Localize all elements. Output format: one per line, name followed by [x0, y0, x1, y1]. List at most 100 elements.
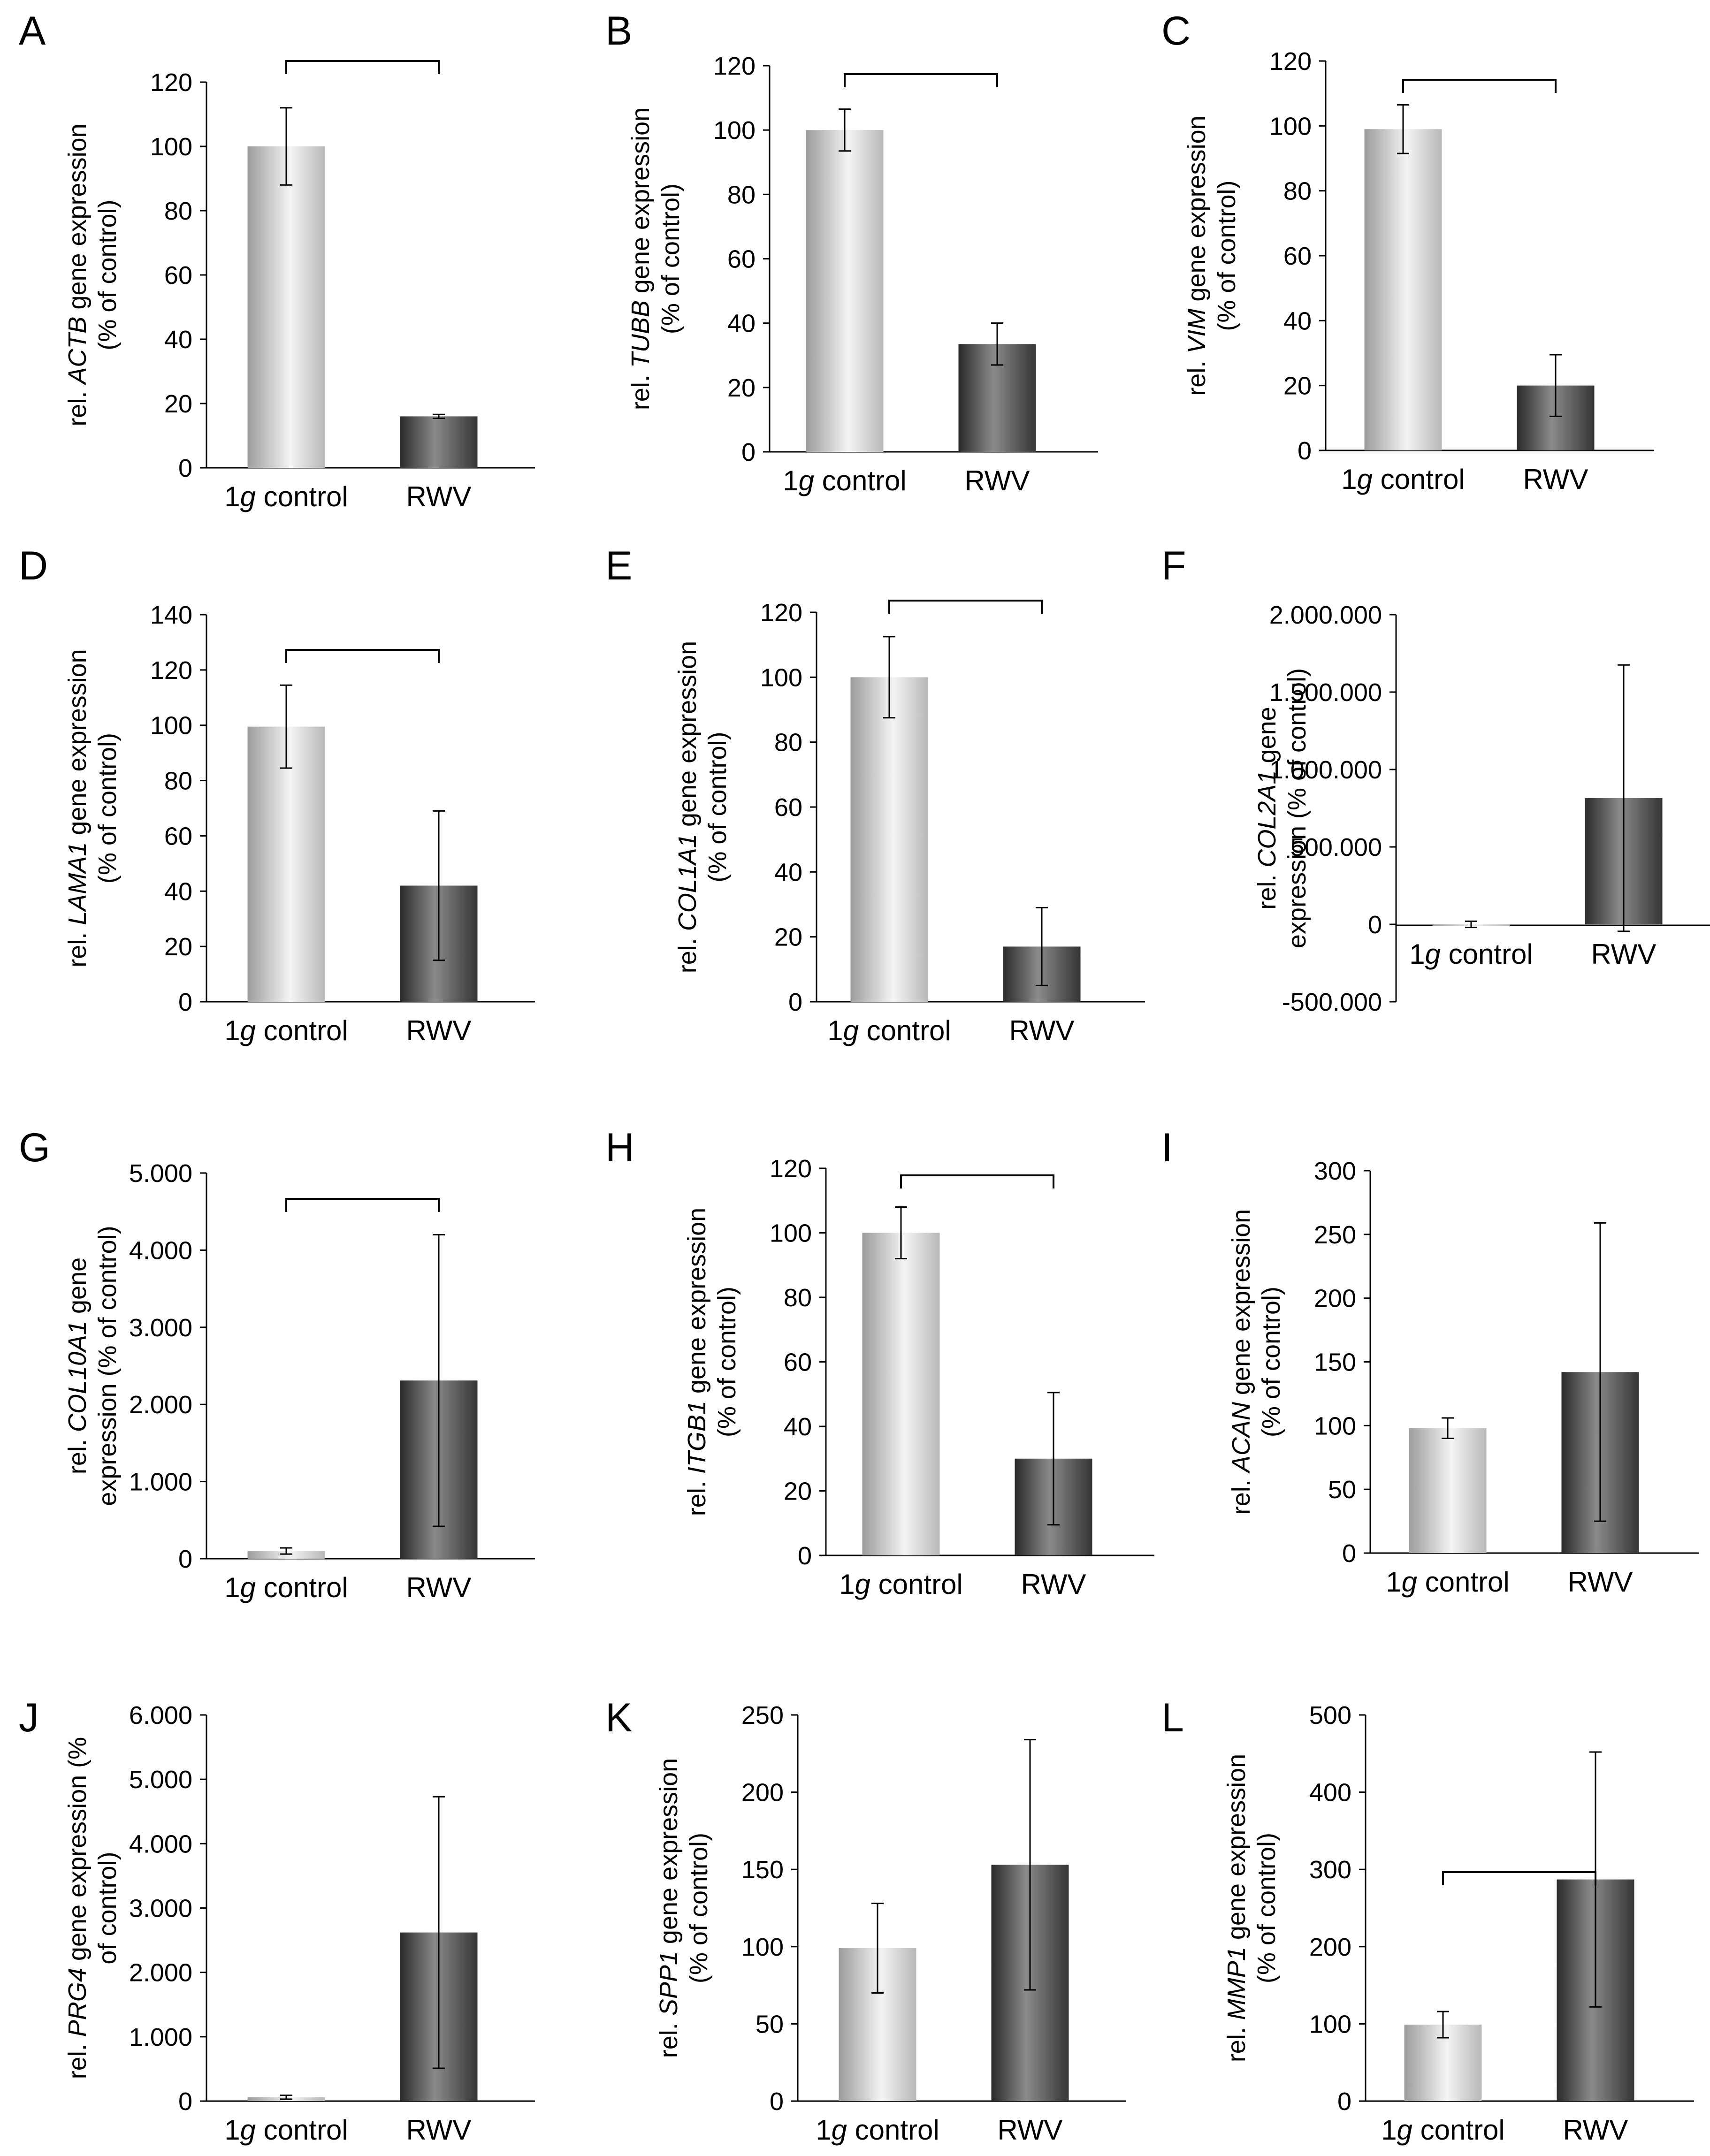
panel-letter: J	[19, 1695, 39, 1740]
bar-control	[806, 130, 884, 452]
y-tick-label: 60	[784, 1348, 812, 1377]
y-axis-title-line2: (% of control)	[93, 733, 122, 884]
y-tick-label: 500.000	[1290, 833, 1382, 861]
y-tick-label: 1.500.000	[1269, 678, 1382, 707]
y-tick-label: 20	[164, 933, 192, 961]
y-axis-title-line2: (% of control)	[703, 731, 732, 882]
y-tick-label: 0	[178, 2087, 192, 2116]
bar-rwv	[400, 416, 478, 468]
y-tick-label: 100	[1309, 2010, 1351, 2038]
x-category-label: RWV	[406, 1572, 472, 1603]
chart-panel-b: B 0 20 40 60 80 100 120 1g control RWV rel. TUBB g…	[605, 8, 1098, 496]
chart-panel-l: L 0 100 200 300 400 500 1g control RWV rel. MMP1 …	[1161, 1695, 1694, 2146]
y-tick-label: 0	[770, 2087, 784, 2116]
x-category-label: 1g control	[224, 1572, 348, 1603]
significance-bracket	[844, 73, 998, 87]
y-tick-label: 120	[713, 52, 756, 80]
y-tick-label: 100	[760, 663, 802, 692]
y-tick-label: 80	[727, 181, 756, 209]
y-tick-label: 120	[150, 69, 192, 97]
y-axis-title-line1: rel. VIM gene expression	[1183, 115, 1211, 396]
y-tick-label: 120	[1269, 47, 1312, 76]
y-tick-label: 0	[1368, 911, 1382, 939]
chart-panel-c: C 0 20 40 60 80 100 120 1g control RWV rel. VIM ge…	[1161, 8, 1654, 495]
y-tick-label: 140	[150, 601, 192, 629]
x-category-label: RWV	[1009, 1015, 1075, 1046]
y-tick-label: 60	[774, 793, 802, 822]
y-tick-label: 0	[178, 988, 192, 1016]
y-tick-label: 0	[1337, 2087, 1351, 2116]
bar-control	[247, 146, 325, 468]
y-tick-label: 0	[178, 454, 192, 482]
panel-letter: H	[605, 1125, 634, 1170]
y-tick-label: 60	[727, 245, 756, 274]
y-tick-label: 100	[150, 712, 192, 740]
significance-bracket	[1442, 1871, 1596, 1885]
panel-letter: B	[605, 8, 632, 53]
x-category-label: 1g control	[1409, 938, 1533, 970]
chart-panel-h: H 0 20 40 60 80 100 120 1g control RWV rel. ITGB1 …	[605, 1125, 1154, 1600]
y-axis-title-line2: (% of control)	[1252, 1833, 1281, 1983]
y-tick-label: 5.000	[129, 1159, 192, 1188]
y-axis-title-line1: rel. PRG4 gene expression (%	[63, 1737, 92, 2079]
y-tick-label: 20	[774, 923, 802, 952]
panel-letter: E	[605, 543, 632, 588]
y-tick-label: 3.000	[129, 1314, 192, 1342]
y-tick-label: 80	[784, 1284, 812, 1312]
y-axis-title-line2: (% of control)	[1213, 180, 1241, 331]
panel-letter: F	[1161, 543, 1186, 588]
bar-control	[247, 1551, 325, 1559]
panel-letter: G	[19, 1125, 50, 1170]
x-category-label: 1g control	[1341, 464, 1465, 495]
y-tick-label: 20	[1283, 372, 1312, 400]
y-tick-label: 80	[164, 197, 192, 225]
x-category-label: 1g control	[224, 2114, 348, 2146]
y-axis-title-line2: expression (% of control)	[93, 1226, 122, 1506]
x-category-label: RWV	[406, 1015, 472, 1046]
y-axis-title-line2: (% of control)	[93, 199, 122, 350]
panel-letter: I	[1161, 1125, 1173, 1170]
y-axis-title-line2: expression (% of control)	[1283, 668, 1311, 948]
y-axis-title-line1: rel. COL2A1 gene	[1253, 707, 1281, 909]
y-tick-label: 40	[727, 310, 756, 338]
y-tick-label: 20	[164, 390, 192, 418]
panel-letter: D	[19, 543, 48, 588]
y-tick-label: 120	[770, 1155, 812, 1183]
y-tick-label: 50	[1328, 1476, 1356, 1504]
y-tick-label: 60	[164, 822, 192, 850]
chart-panel-e: E 0 20 40 60 80 100 120 1g control RWV rel. COL1A1…	[605, 543, 1145, 1046]
y-axis-title-line1: rel. COL1A1 gene expression	[673, 641, 702, 973]
y-tick-label: 100	[713, 116, 756, 145]
y-tick-label: 2.000.000	[1269, 601, 1382, 629]
chart-panel-j: J 0 1.000 2.000 3.000 4.000 5.000 6.000 1g contr…	[19, 1695, 535, 2146]
y-tick-label: 20	[727, 374, 756, 402]
bar-control	[1364, 129, 1442, 450]
y-tick-label: 100	[150, 133, 192, 161]
x-category-label: RWV	[965, 465, 1030, 496]
y-axis-title-line1: rel. ACTB gene expression	[63, 123, 92, 426]
y-tick-label: 200	[741, 1779, 784, 1807]
y-tick-label: 200	[1309, 1933, 1351, 1961]
y-tick-label: 40	[774, 858, 802, 886]
y-tick-label: -500.000	[1282, 988, 1382, 1016]
x-category-label: 1g control	[839, 1569, 963, 1600]
x-category-label: RWV	[1591, 938, 1657, 970]
significance-bracket	[285, 1198, 440, 1212]
y-tick-label: 0	[1298, 437, 1312, 465]
x-category-label: RWV	[1523, 464, 1588, 495]
panel-letter: A	[19, 8, 46, 53]
y-tick-label: 0	[178, 1545, 192, 1573]
y-tick-label: 0	[741, 438, 756, 466]
panel-letter: C	[1161, 8, 1191, 53]
y-tick-label: 40	[164, 326, 192, 354]
y-axis-title-line1: rel. LAMA1 gene expression	[63, 649, 92, 967]
y-tick-label: 0	[798, 1542, 812, 1570]
chart-panel-k: K 0 50 100 150 200 250 1g control RWV rel. SPP1 g…	[605, 1695, 1126, 2146]
y-tick-label: 80	[164, 767, 192, 795]
bar-control	[862, 1233, 940, 1555]
x-category-label: 1g control	[827, 1015, 951, 1046]
y-tick-label: 2.000	[129, 1959, 192, 1987]
y-axis-title-line1: rel. SPP1 gene expression	[655, 1758, 683, 2058]
y-tick-label: 40	[164, 877, 192, 906]
x-category-label: RWV	[406, 2114, 472, 2146]
